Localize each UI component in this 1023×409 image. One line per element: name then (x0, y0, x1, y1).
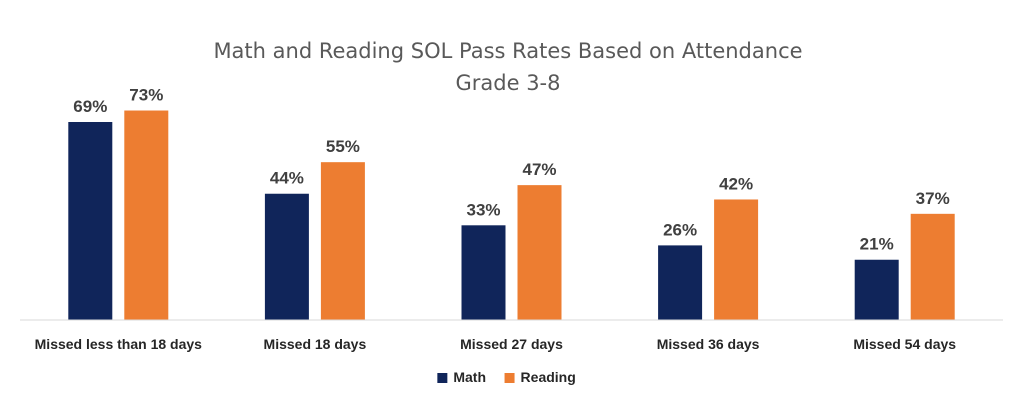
bar-math-4 (658, 245, 703, 320)
data-label-math-3: 33% (466, 200, 500, 219)
legend-swatch-math (437, 373, 448, 383)
data-label-reading-1: 73% (129, 86, 163, 105)
data-label-math-4: 26% (663, 220, 697, 239)
legend: Math Reading (437, 369, 576, 385)
chart-subtitle: Grade 3-8 (456, 71, 561, 95)
bars-group: 69% 73% 44% 55% 33% 47% 26% 42% 21% 37% (68, 86, 955, 321)
legend-swatch-reading (504, 373, 515, 383)
data-label-reading-4: 42% (719, 174, 753, 193)
bar-math-1 (68, 122, 113, 320)
data-label-reading-3: 47% (522, 160, 556, 179)
x-tick-label-1: Missed less than 18 days (35, 336, 203, 352)
x-tick-label-4: Missed 36 days (657, 336, 760, 352)
x-tick-labels: Missed less than 18 days Missed 18 days Mi… (35, 336, 957, 352)
bar-reading-1 (124, 110, 169, 321)
x-tick-label-3: Missed 27 days (460, 336, 563, 352)
legend-label-reading: Reading (521, 369, 576, 385)
data-label-reading-2: 55% (326, 137, 360, 156)
data-label-math-1: 69% (73, 97, 107, 116)
x-tick-label-5: Missed 54 days (853, 336, 956, 352)
bar-reading-2 (320, 162, 365, 320)
bar-reading-3 (517, 185, 562, 320)
chart-title: Math and Reading SOL Pass Rates Based on… (213, 39, 802, 63)
bar-math-5 (854, 259, 899, 320)
legend-label-math: Math (453, 369, 486, 385)
data-label-reading-5: 37% (916, 189, 950, 208)
bar-reading-5 (910, 213, 955, 320)
bar-math-2 (264, 193, 309, 320)
data-label-math-5: 21% (860, 235, 894, 254)
x-tick-label-2: Missed 18 days (264, 336, 367, 352)
bar-reading-4 (714, 199, 759, 320)
bar-math-3 (461, 225, 506, 320)
data-label-math-2: 44% (270, 169, 304, 188)
